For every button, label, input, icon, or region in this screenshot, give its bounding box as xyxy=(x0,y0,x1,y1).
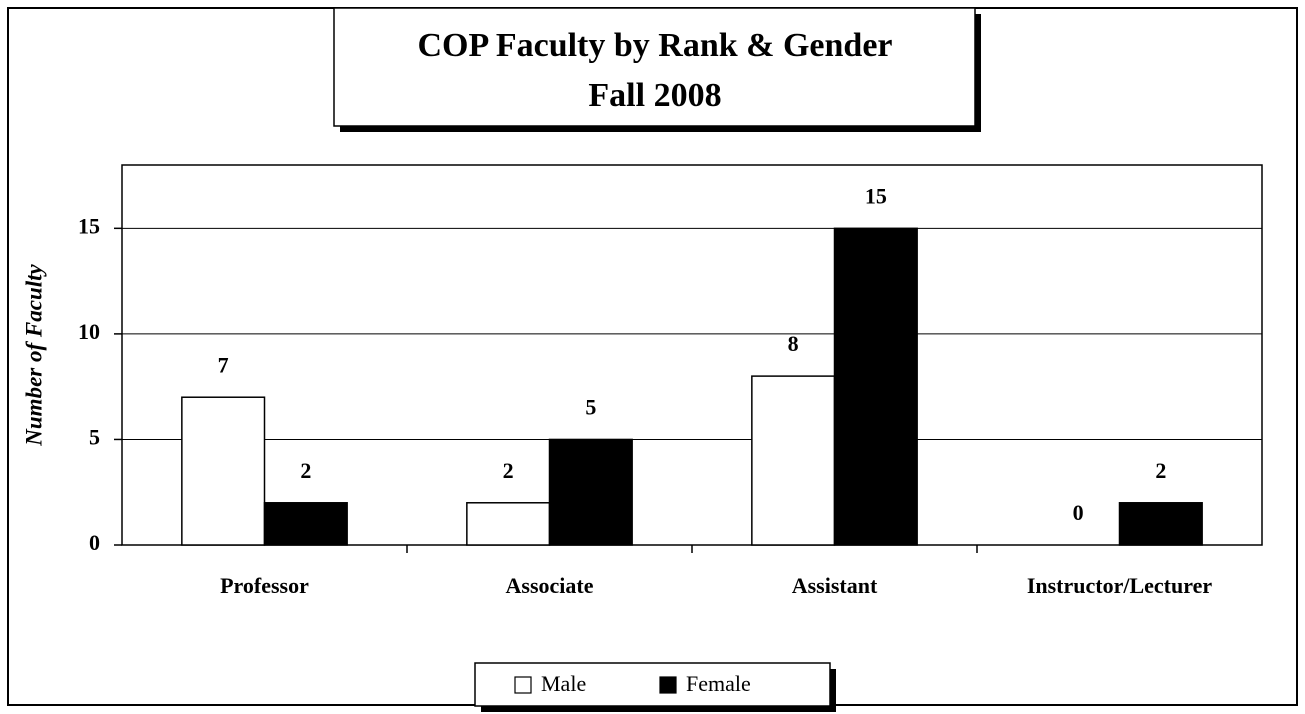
value-label: 15 xyxy=(865,183,887,208)
legend-label: Male xyxy=(541,671,586,696)
x-tick-label: Instructor/Lecturer xyxy=(1027,573,1213,598)
bar xyxy=(833,227,918,546)
bar xyxy=(548,438,633,546)
value-label: 0 xyxy=(1073,500,1084,525)
y-axis-label: Number of Faculty xyxy=(21,263,46,446)
value-label: 5 xyxy=(585,394,596,419)
y-tick-label: 15 xyxy=(78,213,100,238)
title-box xyxy=(333,7,976,127)
legend-label: Female xyxy=(686,671,751,696)
x-tick-label: Assistant xyxy=(792,573,878,598)
bar xyxy=(751,375,836,546)
y-tick-label: 0 xyxy=(89,530,100,555)
legend-swatch xyxy=(659,676,677,694)
chart-title: COP Faculty by Rank & Gender xyxy=(417,27,892,64)
bar xyxy=(263,502,348,546)
bar xyxy=(466,502,551,546)
value-label: 2 xyxy=(300,458,311,483)
value-label: 8 xyxy=(788,331,799,356)
x-tick-label: Professor xyxy=(220,573,309,598)
value-label: 2 xyxy=(1155,458,1166,483)
legend-swatch xyxy=(514,676,532,694)
chart-subtitle: Fall 2008 xyxy=(588,77,721,114)
bar xyxy=(1118,502,1203,546)
x-tick-label: Associate xyxy=(506,573,594,598)
y-tick-label: 5 xyxy=(89,424,100,449)
bar xyxy=(181,396,266,546)
value-label: 7 xyxy=(218,352,229,377)
value-label: 2 xyxy=(503,458,514,483)
y-tick-label: 10 xyxy=(78,319,100,344)
legend-box xyxy=(474,662,831,707)
